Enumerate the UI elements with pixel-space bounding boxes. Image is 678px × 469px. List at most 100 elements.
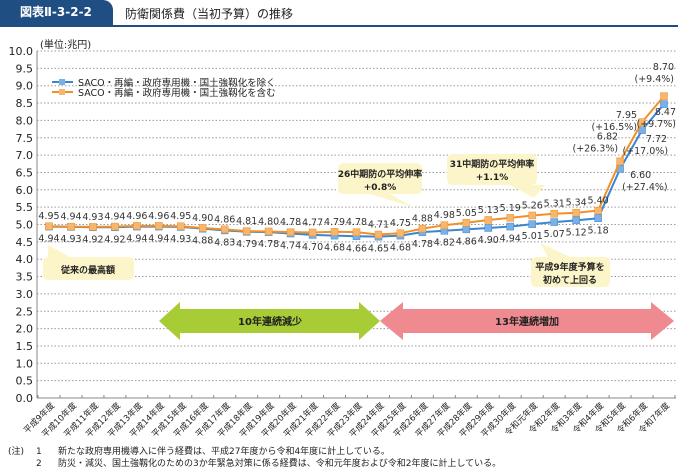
data-label-excluding: 4.78 — [412, 239, 433, 250]
data-label-excluding: 4.88 — [192, 236, 213, 247]
data-label-including: 4.93 — [82, 212, 103, 223]
note-text: 防災・減災、国土強靱化のための3か年緊急対策に係る経費は、令和元年度および令和2… — [58, 459, 502, 469]
y-tick-label: 4.5 — [16, 236, 34, 249]
data-label-excluding: 4.94 — [38, 234, 59, 245]
y-tick-label: 5.0 — [16, 219, 34, 232]
data-point — [550, 218, 558, 226]
y-tick-label: 9.5 — [16, 62, 34, 75]
data-point — [594, 206, 602, 215]
data-label-excluding: 4.79 — [236, 239, 257, 250]
data-point — [155, 222, 163, 230]
figure-label: 図表Ⅱ-3-2-2 — [0, 0, 113, 25]
data-point — [418, 224, 427, 233]
note-1: (注) 1 新たな政府専用機導入に伴う経費は、平成27年度から令和4年度に計上してい… — [8, 444, 390, 457]
data-label-including: 4.78 — [346, 217, 367, 228]
y-tick-label: 10.0 — [9, 45, 34, 58]
data-point — [528, 211, 536, 220]
data-point — [572, 208, 580, 217]
data-point — [308, 228, 317, 237]
data-point — [45, 222, 53, 230]
y-tick-label: 2.5 — [16, 305, 34, 318]
callout-avg-26-line1: 26中期防の平均伸率 — [338, 168, 423, 180]
y-tick-label: 3.5 — [16, 271, 34, 284]
legend-label-excluding: SACO・再編・政府専用機・国土強靱化を除く — [78, 77, 276, 89]
data-point — [242, 227, 251, 235]
data-point — [484, 224, 493, 232]
y-axis-ticks: 0.0 0.5 1.0 1.5 2.0 2.5 3.0 3.5 4.0 4.5 5.0 5.5 6.0 6… — [9, 45, 34, 405]
data-point — [67, 222, 75, 231]
data-label-including: 4.98 — [434, 210, 455, 221]
callout-exceed: 平成9年度予算を 初めて上回る — [531, 243, 610, 287]
y-tick-label: 4.0 — [16, 253, 34, 266]
data-point — [264, 227, 273, 236]
callout-avg-26-line2: +0.8% — [364, 183, 397, 193]
data-point — [177, 222, 185, 230]
callout-avg-31: 31中期防の平均伸率 +1.1% — [447, 154, 545, 198]
data-label-including: 4.71 — [368, 220, 389, 231]
data-label-including: 4.95 — [170, 211, 191, 222]
data-label-excluding: 4.94 — [148, 234, 169, 245]
data-point — [199, 224, 207, 232]
data-label-excluding: 5.01 — [522, 231, 543, 242]
data-label-excluding: 4.82 — [434, 238, 455, 249]
data-label-including: 4.94 — [60, 212, 81, 223]
y-tick-label: 6.0 — [16, 184, 34, 197]
callout-previous-max-text: 従来の最高額 — [60, 264, 115, 276]
callouts: 従来の最高額 26中期防の平均伸率 +0.8% 31中期防の平均伸率 +1.1%… — [43, 154, 610, 287]
axes — [36, 51, 676, 399]
data-point — [594, 214, 602, 223]
callout-avg-26: 26中期防の平均伸率 +0.8% — [338, 163, 423, 208]
data-label-including: 5.13 — [478, 205, 499, 216]
callout-avg-31-line2: +1.1% — [476, 173, 509, 183]
data-point — [572, 216, 580, 225]
y-tick-label: 7.0 — [16, 149, 34, 162]
data-point — [528, 220, 536, 228]
data-label-excluding: 4.66 — [346, 243, 367, 254]
data-point — [374, 230, 383, 239]
data-label-excluding: 4.93 — [60, 234, 81, 245]
callout-exceed-line1: 平成9年度予算を — [535, 261, 604, 273]
legend-item-excluding: SACO・再編・政府専用機・国土強靱化を除く — [52, 77, 276, 89]
y-tick-label: 1.5 — [16, 340, 34, 353]
data-label-excluding: 4.70 — [302, 242, 323, 253]
data-label-including: 8.70 — [653, 62, 674, 73]
data-point — [616, 157, 624, 166]
header-rule — [0, 25, 678, 27]
data-label-excluding: 8.47 — [655, 107, 676, 118]
data-point — [660, 92, 668, 100]
data-label-including: 5.19 — [500, 203, 521, 214]
y-tick-label: 0.5 — [16, 375, 34, 388]
data-point — [352, 228, 361, 236]
data-label-excluding: 5.18 — [588, 225, 609, 236]
legend-label-including: SACO・再編・政府専用機・国土強靱化を含む — [78, 87, 276, 99]
data-label-excluding-pct: (+9.7%) — [636, 119, 676, 130]
data-point — [550, 209, 558, 218]
data-point — [89, 223, 97, 231]
data-label-excluding: 6.60 — [630, 170, 651, 181]
increase-label: 13年連続増加 — [495, 315, 559, 328]
y-tick-label: 7.5 — [16, 132, 34, 145]
x-axis-labels: 平成9年度平成10年度平成11年度平成12年度平成13年度平成14年度平成15年… — [21, 400, 672, 440]
data-label-including: 4.80 — [258, 216, 279, 227]
legend-item-including: SACO・再編・政府専用機・国土強靱化を含む — [52, 87, 276, 99]
increase-arrow — [380, 302, 674, 340]
data-label-including: 5.34 — [566, 198, 587, 209]
data-point — [220, 225, 229, 234]
data-point — [484, 216, 493, 224]
legend: SACO・再編・政府専用機・国土強靱化を除く SACO・再編・政府専用機・国土強… — [52, 77, 276, 99]
data-label-excluding: 5.12 — [566, 227, 587, 238]
data-label-including: 5.26 — [522, 200, 543, 211]
data-point — [111, 222, 119, 231]
data-label-including: 4.75 — [390, 218, 411, 229]
data-label-excluding: 4.94 — [500, 234, 521, 245]
callout-avg-31-line1: 31中期防の平均伸率 — [450, 158, 535, 170]
data-label-excluding-pct: (+17.0%) — [622, 146, 668, 157]
data-label-including: 4.86 — [214, 214, 235, 225]
data-label-including-pct: (+16.5%) — [591, 122, 637, 133]
period-arrows: 10年連続減少 13年連続増加 — [159, 302, 674, 340]
data-label-including: 4.78 — [280, 217, 301, 228]
data-point — [286, 228, 295, 236]
data-label-including-pct: (+26.3%) — [573, 143, 619, 154]
data-label-excluding: 4.78 — [258, 239, 279, 250]
data-label-including: 5.05 — [456, 208, 477, 219]
